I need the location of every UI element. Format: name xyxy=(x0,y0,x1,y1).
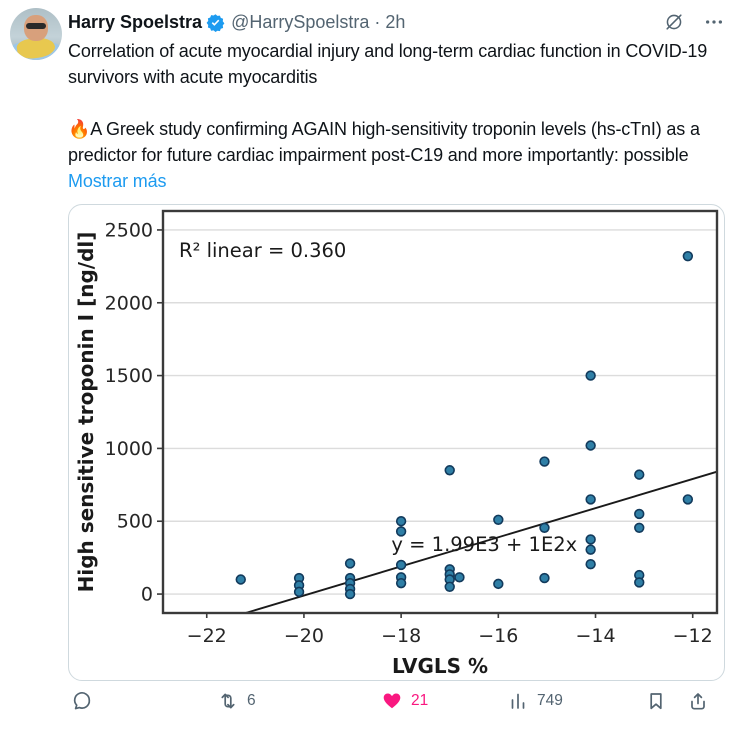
reply-button[interactable] xyxy=(72,691,92,711)
tweet-paragraph-1: Correlation of acute myocardial injury a… xyxy=(68,41,708,87)
svg-text:−14: −14 xyxy=(575,625,615,647)
svg-text:y = 1.99E3 + 1E2x: y = 1.99E3 + 1E2x xyxy=(391,533,577,556)
share-button[interactable] xyxy=(688,691,708,711)
author-name[interactable]: Harry Spoelstra xyxy=(68,12,203,32)
heart-icon xyxy=(383,693,401,709)
verified-badge-icon xyxy=(206,13,225,32)
timestamp: 2h xyxy=(385,12,406,32)
grok-slash-icon[interactable] xyxy=(664,12,684,32)
header-icons xyxy=(664,12,724,32)
svg-text:−20: −20 xyxy=(284,625,324,647)
fire-emoji: 🔥 xyxy=(68,119,91,139)
tweet-content: Harry Spoelstra @HarrySpoelstra · 2h xyxy=(68,8,725,727)
svg-text:500: 500 xyxy=(117,511,153,533)
views-bars-icon xyxy=(511,693,525,709)
like-count: 21 xyxy=(411,692,429,709)
svg-text:−22: −22 xyxy=(187,625,227,647)
show-more-link[interactable]: Mostrar más xyxy=(68,171,167,191)
tweet: Harry Spoelstra @HarrySpoelstra · 2h xyxy=(10,8,725,727)
retweet-count: 6 xyxy=(247,692,256,709)
author-meta[interactable]: @HarrySpoelstra · 2h xyxy=(231,10,405,34)
svg-text:−12: −12 xyxy=(673,625,713,647)
reply-icon xyxy=(73,692,91,710)
chart-card[interactable]: 0 500 1000 1500 2000 2500 −22 −20 −18 −16 −14 −12 Hi… xyxy=(68,204,725,681)
scatter-plot: 0 500 1000 1500 2000 2500 −22 −20 −18 −16 −14 −12 Hi… xyxy=(74,209,719,678)
author-handle: @HarrySpoelstra xyxy=(231,12,370,32)
svg-text:1000: 1000 xyxy=(105,438,153,460)
svg-text:1500: 1500 xyxy=(105,365,153,387)
avatar[interactable] xyxy=(10,8,62,60)
share-icon xyxy=(691,693,705,710)
svg-text:2500: 2500 xyxy=(105,219,153,241)
svg-text:−16: −16 xyxy=(478,625,518,647)
svg-text:0: 0 xyxy=(141,584,153,606)
avatar-column xyxy=(10,8,68,727)
svg-text:−18: −18 xyxy=(381,625,421,647)
svg-text:2000: 2000 xyxy=(105,292,153,314)
bookmark-button[interactable] xyxy=(646,691,666,711)
svg-text:LVGLS %: LVGLS % xyxy=(392,654,488,678)
tweet-paragraph-2-text: A Greek study confirming AGAIN high-sens… xyxy=(68,119,700,165)
svg-text:R² linear = 0.360: R² linear = 0.360 xyxy=(179,239,346,262)
retweet-icon xyxy=(221,693,235,709)
avatar-sunglasses xyxy=(26,23,46,29)
svg-text:High sensitive troponin I [ng/: High sensitive troponin I [ng/dl] xyxy=(74,232,98,593)
like-button[interactable]: 21 xyxy=(382,691,428,711)
bookmark-icon xyxy=(650,693,662,710)
tweet-header: Harry Spoelstra @HarrySpoelstra · 2h xyxy=(68,10,724,34)
views-count: 749 xyxy=(537,692,563,709)
meta-separator: · xyxy=(374,12,381,32)
more-icon[interactable] xyxy=(704,12,724,32)
retweet-button[interactable]: 6 xyxy=(218,691,256,711)
tweet-paragraph-2: 🔥A Greek study confirming AGAIN high-sen… xyxy=(68,116,724,168)
views-button[interactable]: 749 xyxy=(508,691,563,711)
action-bar: 6 21 749 xyxy=(68,685,724,727)
